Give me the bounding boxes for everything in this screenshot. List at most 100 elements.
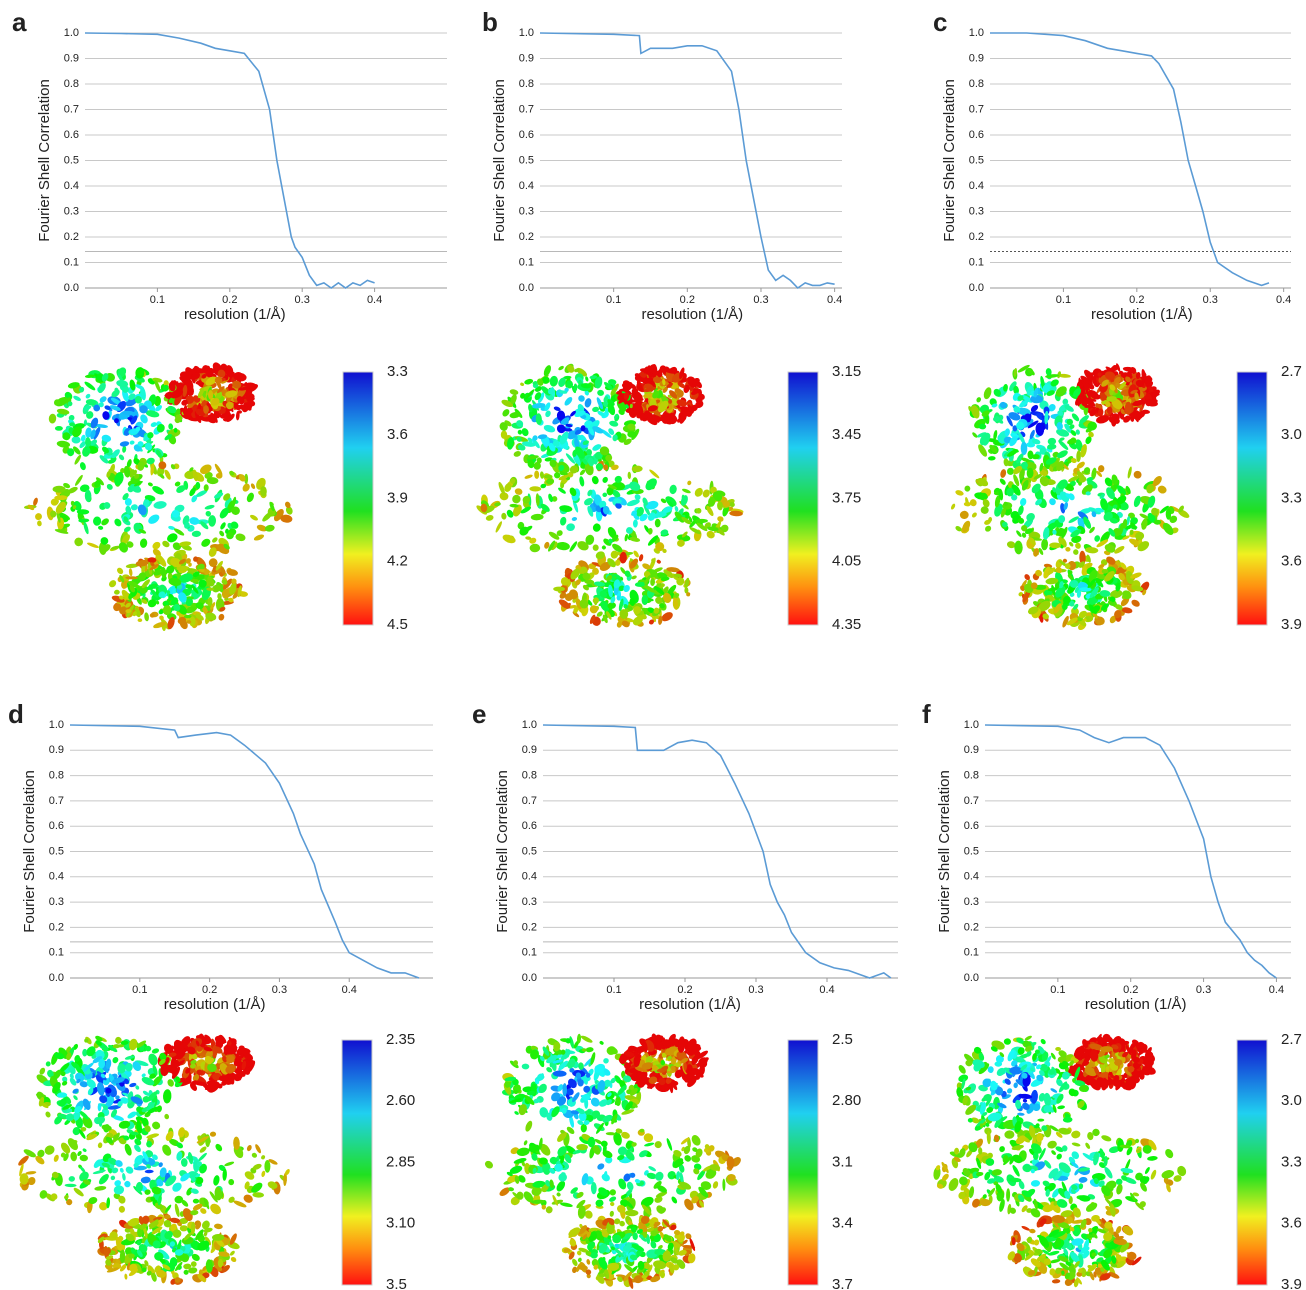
density-blob xyxy=(1133,495,1143,508)
x-tick-label: 0.4 xyxy=(1276,294,1291,306)
y-tick-label: 0.3 xyxy=(964,896,979,908)
density-blob xyxy=(235,532,247,542)
x-tick-label: 0.2 xyxy=(677,984,692,996)
density-blob xyxy=(523,1140,528,1146)
colorbar-label: 4.5 xyxy=(387,616,408,633)
colorbar-label: 3.0 xyxy=(1281,1092,1302,1109)
density-blob xyxy=(501,513,507,520)
density-blob xyxy=(655,519,661,528)
density-blob xyxy=(577,1257,582,1263)
density-blob xyxy=(224,1161,235,1167)
y-tick-label: 0.7 xyxy=(969,103,984,115)
density-blob xyxy=(123,1180,131,1188)
y-tick-label: 0.9 xyxy=(519,52,534,64)
density-blob xyxy=(683,1154,692,1163)
density-blob xyxy=(589,1096,601,1108)
colorbar-label: 2.85 xyxy=(386,1153,415,1170)
density-blob xyxy=(214,1143,223,1153)
y-tick-label: 0.2 xyxy=(64,231,79,243)
y-tick-label: 0.4 xyxy=(964,871,979,883)
x-tick-label: 0.4 xyxy=(819,984,834,996)
y-tick-label: 0.8 xyxy=(49,770,64,782)
density-blob xyxy=(151,1047,160,1054)
x-tick-label: 0.1 xyxy=(1050,984,1065,996)
density-blob xyxy=(94,1185,106,1191)
density-blob xyxy=(122,446,127,453)
density-blob xyxy=(124,1273,128,1279)
x-tick-label: 0.2 xyxy=(222,294,237,306)
density-blob xyxy=(68,1176,75,1182)
density-blob xyxy=(1050,1087,1058,1093)
density-blob xyxy=(653,1140,663,1150)
density-blob xyxy=(693,486,705,498)
density-blob xyxy=(117,1063,125,1073)
colorbar-label: 2.80 xyxy=(832,1092,861,1109)
y-tick-label: 0.2 xyxy=(522,921,537,933)
y-tick-label: 0.8 xyxy=(964,770,979,782)
density-blob xyxy=(601,545,607,551)
colorbar-label: 3.9 xyxy=(1281,1276,1302,1290)
y-tick-label: 0.1 xyxy=(964,947,979,959)
colorbar-label: 2.60 xyxy=(386,1092,415,1109)
density-blob xyxy=(1100,1134,1112,1143)
y-tick-label: 0.5 xyxy=(964,845,979,857)
density-blob xyxy=(642,595,648,605)
density-blob xyxy=(947,1176,961,1192)
y-tick-label: 0.4 xyxy=(969,180,984,192)
colorbar-label: 3.3 xyxy=(387,363,408,380)
y-tick-label: 0.9 xyxy=(969,52,984,64)
density-blob xyxy=(591,1182,597,1194)
x-tick-label: 0.2 xyxy=(202,984,217,996)
x-axis-title: resolution (1/Å) xyxy=(641,306,743,323)
density-blob xyxy=(252,1192,264,1198)
density-blob xyxy=(129,568,133,576)
x-tick-label: 0.2 xyxy=(680,294,695,306)
density-blob xyxy=(690,1133,702,1147)
density-blob xyxy=(712,1180,719,1189)
density-blob xyxy=(524,1120,534,1133)
density-blob xyxy=(83,380,96,391)
density-blob xyxy=(584,397,593,408)
x-tick-label: 0.4 xyxy=(367,294,382,306)
density-blob xyxy=(124,1165,134,1175)
density-map xyxy=(483,1033,742,1290)
density-blob xyxy=(514,1110,520,1115)
density-blob xyxy=(557,1171,569,1183)
y-tick-label: 0.8 xyxy=(519,78,534,90)
density-blob xyxy=(219,521,227,530)
x-tick-label: 0.1 xyxy=(1056,294,1071,306)
y-tick-label: 0.7 xyxy=(64,103,79,115)
colorbar xyxy=(788,372,818,625)
density-blob xyxy=(545,1206,553,1214)
density-blob xyxy=(73,536,85,548)
density-blob xyxy=(246,1144,253,1152)
density-blob xyxy=(722,1179,725,1191)
density-blob xyxy=(556,541,571,551)
colorbar-label: 3.1 xyxy=(832,1153,853,1170)
density-blob xyxy=(181,1158,188,1167)
x-tick-label: 0.1 xyxy=(606,294,621,306)
density-blob xyxy=(596,1162,605,1171)
density-blob xyxy=(193,1199,200,1204)
density-blob xyxy=(123,1143,133,1157)
y-tick-label: 0.9 xyxy=(49,744,64,756)
density-blob xyxy=(955,489,965,497)
colorbar-label: 3.45 xyxy=(832,426,861,443)
x-axis-title: resolution (1/Å) xyxy=(184,306,286,323)
density-blob xyxy=(1098,465,1105,473)
y-tick-label: 0.6 xyxy=(969,129,984,141)
density-blob xyxy=(1006,1087,1013,1094)
y-tick-label: 0.6 xyxy=(519,129,534,141)
density-blob xyxy=(577,1079,583,1086)
density-blob xyxy=(113,517,123,527)
density-blob xyxy=(98,525,104,530)
density-blob xyxy=(151,484,166,496)
density-blob xyxy=(999,469,1006,479)
density-blob xyxy=(586,1259,591,1265)
density-blob xyxy=(1021,1225,1031,1231)
density-blob xyxy=(520,382,525,387)
density-blob xyxy=(53,486,66,493)
density-blob xyxy=(93,516,102,526)
colorbar-label: 4.05 xyxy=(832,553,861,570)
